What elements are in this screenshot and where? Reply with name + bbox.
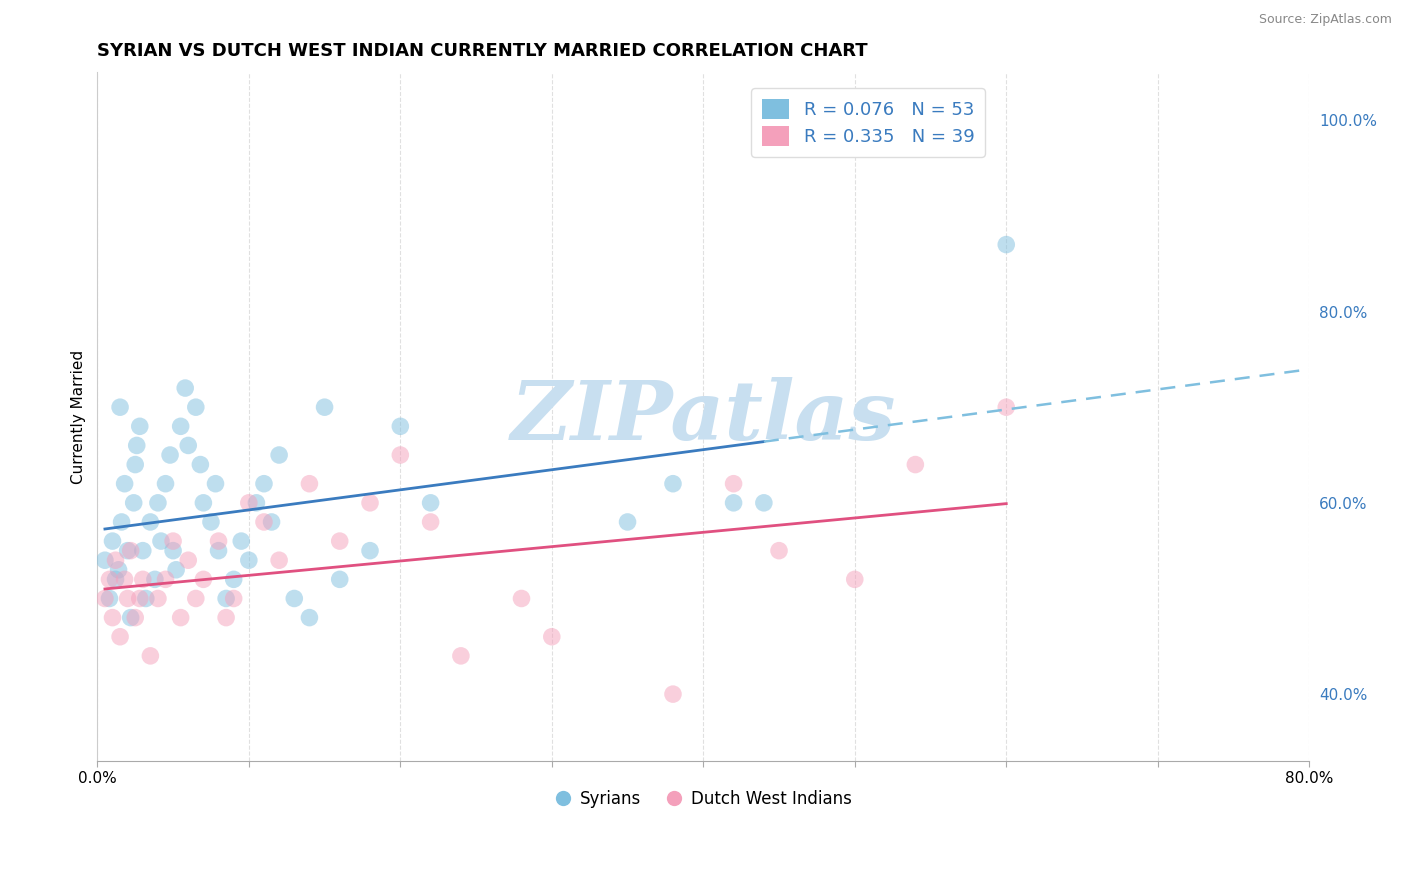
Point	[253, 476, 276, 491]
Point	[94, 591, 117, 606]
Point	[329, 534, 352, 549]
Point	[139, 648, 162, 663]
Point	[149, 534, 172, 549]
Point	[193, 496, 215, 510]
Point	[193, 572, 215, 586]
Point	[124, 458, 146, 472]
Point	[122, 496, 145, 510]
Point	[389, 419, 412, 434]
Point	[207, 543, 229, 558]
Point	[107, 563, 129, 577]
Point	[995, 400, 1018, 414]
Point	[231, 534, 253, 549]
Point	[269, 448, 291, 462]
Point	[114, 572, 136, 586]
Point	[298, 476, 321, 491]
Point	[283, 591, 305, 606]
Text: Source: ZipAtlas.com: Source: ZipAtlas.com	[1258, 13, 1392, 27]
Point	[215, 591, 238, 606]
Point	[253, 515, 276, 529]
Point	[114, 476, 136, 491]
Point	[108, 400, 131, 414]
Point	[155, 476, 177, 491]
Point	[128, 591, 150, 606]
Point	[662, 687, 685, 701]
Point	[215, 610, 238, 624]
Point	[177, 438, 200, 452]
Point	[104, 553, 127, 567]
Point	[177, 553, 200, 567]
Point	[139, 515, 162, 529]
Point	[184, 400, 207, 414]
Point	[132, 572, 155, 586]
Point	[162, 534, 184, 549]
Point	[132, 543, 155, 558]
Point	[98, 572, 121, 586]
Point	[128, 419, 150, 434]
Point	[844, 572, 866, 586]
Point	[120, 543, 142, 558]
Point	[359, 496, 381, 510]
Point	[110, 515, 132, 529]
Point	[135, 591, 157, 606]
Text: SYRIAN VS DUTCH WEST INDIAN CURRENTLY MARRIED CORRELATION CHART: SYRIAN VS DUTCH WEST INDIAN CURRENTLY MA…	[97, 42, 868, 60]
Point	[120, 610, 142, 624]
Point	[124, 610, 146, 624]
Point	[540, 630, 562, 644]
Point	[146, 591, 169, 606]
Point	[450, 648, 472, 663]
Point	[101, 534, 124, 549]
Point	[104, 572, 127, 586]
Point	[314, 400, 336, 414]
Point	[245, 496, 267, 510]
Point	[419, 515, 441, 529]
Point	[752, 496, 775, 510]
Point	[995, 237, 1018, 252]
Point	[159, 448, 181, 462]
Point	[200, 515, 222, 529]
Point	[146, 496, 169, 510]
Point	[117, 591, 139, 606]
Point	[143, 572, 166, 586]
Point	[101, 610, 124, 624]
Point	[768, 543, 790, 558]
Point	[616, 515, 638, 529]
Point	[108, 630, 131, 644]
Point	[329, 572, 352, 586]
Point	[155, 572, 177, 586]
Point	[260, 515, 283, 529]
Point	[238, 496, 260, 510]
Point	[723, 496, 745, 510]
Point	[190, 458, 212, 472]
Point	[222, 591, 245, 606]
Point	[174, 381, 197, 395]
Point	[169, 610, 191, 624]
Point	[359, 543, 381, 558]
Point	[222, 572, 245, 586]
Point	[904, 458, 927, 472]
Point	[298, 610, 321, 624]
Point	[238, 553, 260, 567]
Point	[162, 543, 184, 558]
Point	[98, 591, 121, 606]
Point	[117, 543, 139, 558]
Y-axis label: Currently Married: Currently Married	[72, 350, 86, 483]
Point	[207, 534, 229, 549]
Point	[125, 438, 148, 452]
Point	[165, 563, 187, 577]
Point	[510, 591, 533, 606]
Point	[184, 591, 207, 606]
Point	[204, 476, 226, 491]
Point	[94, 553, 117, 567]
Text: ZIPatlas: ZIPatlas	[510, 376, 896, 457]
Point	[269, 553, 291, 567]
Point	[662, 476, 685, 491]
Legend: Syrians, Dutch West Indians: Syrians, Dutch West Indians	[548, 783, 859, 814]
Point	[419, 496, 441, 510]
Point	[723, 476, 745, 491]
Point	[389, 448, 412, 462]
Point	[169, 419, 191, 434]
